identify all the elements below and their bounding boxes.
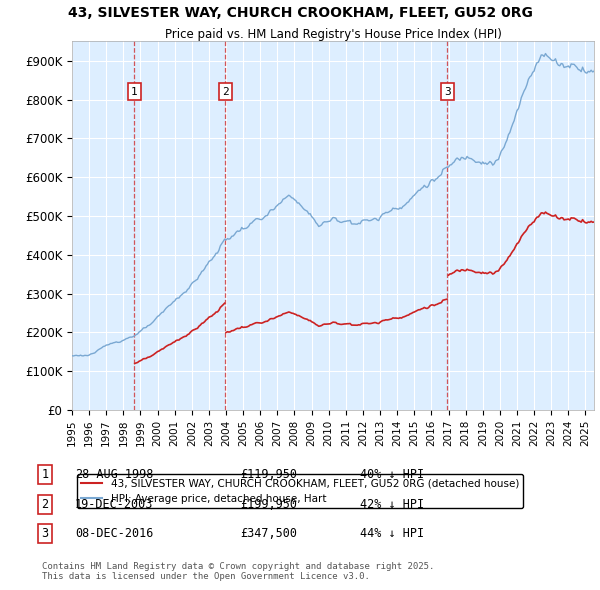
Text: 1: 1 — [41, 468, 49, 481]
Text: 42% ↓ HPI: 42% ↓ HPI — [360, 498, 424, 511]
Text: £347,500: £347,500 — [240, 527, 297, 540]
Text: 08-DEC-2016: 08-DEC-2016 — [75, 527, 154, 540]
Title: Price paid vs. HM Land Registry's House Price Index (HPI): Price paid vs. HM Land Registry's House … — [164, 28, 502, 41]
Text: £119,950: £119,950 — [240, 468, 297, 481]
Text: 40% ↓ HPI: 40% ↓ HPI — [360, 468, 424, 481]
Text: 1: 1 — [131, 87, 138, 97]
Text: 28-AUG-1998: 28-AUG-1998 — [75, 468, 154, 481]
Text: 2: 2 — [41, 498, 49, 511]
Legend: 43, SILVESTER WAY, CHURCH CROOKHAM, FLEET, GU52 0RG (detached house), HPI: Avera: 43, SILVESTER WAY, CHURCH CROOKHAM, FLEE… — [77, 474, 523, 508]
Text: 43, SILVESTER WAY, CHURCH CROOKHAM, FLEET, GU52 0RG: 43, SILVESTER WAY, CHURCH CROOKHAM, FLEE… — [68, 6, 532, 20]
Text: 19-DEC-2003: 19-DEC-2003 — [75, 498, 154, 511]
Text: 2: 2 — [222, 87, 229, 97]
Text: £199,950: £199,950 — [240, 498, 297, 511]
Text: Contains HM Land Registry data © Crown copyright and database right 2025.
This d: Contains HM Land Registry data © Crown c… — [42, 562, 434, 581]
Text: 3: 3 — [444, 87, 451, 97]
Text: 44% ↓ HPI: 44% ↓ HPI — [360, 527, 424, 540]
Text: 3: 3 — [41, 527, 49, 540]
